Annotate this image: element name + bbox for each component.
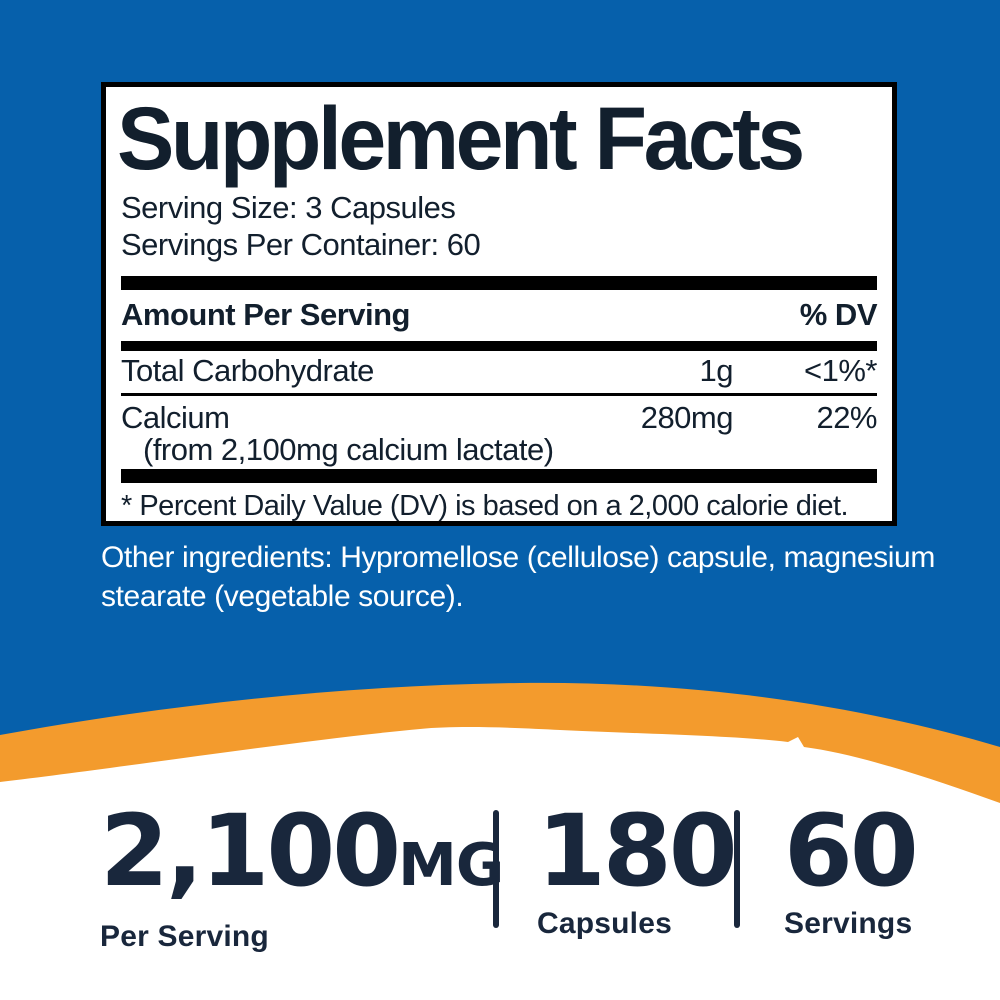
stat-servings: 60 Servings xyxy=(784,794,919,941)
stat-label: Per Serving xyxy=(100,920,269,953)
header-amount-per-serving: Amount Per Serving xyxy=(121,297,411,332)
stat-value-mg: 2,100MG xyxy=(100,802,504,911)
thin-divider xyxy=(121,393,877,396)
nutrient-dv: 22% xyxy=(816,400,877,435)
table-header-row: Amount Per Serving % DV xyxy=(121,290,878,341)
table-row-calcium: Calcium 280mg 22% xyxy=(121,396,878,435)
other-ingredients-line2: stearate (vegetable source). xyxy=(101,580,464,613)
stat-capsules: 180 Capsules xyxy=(537,794,738,941)
servings-per-container: Servings Per Container: 60 xyxy=(121,227,481,262)
nutrient-amount: 1g xyxy=(699,353,734,388)
supplement-facts-panel: Supplement Facts Serving Size: 3 Capsule… xyxy=(101,82,897,526)
white-dome-area xyxy=(0,727,1000,1000)
orange-swoosh-graphic xyxy=(0,600,1000,1000)
medium-divider xyxy=(121,341,877,351)
serving-size: Serving Size: 3 Capsules xyxy=(121,190,456,225)
dv-footnote: * Percent Daily Value (DV) is based on a… xyxy=(121,490,849,522)
thick-divider-bottom xyxy=(121,469,877,483)
stat-per-serving: 2,100MG Per Serving xyxy=(100,802,504,954)
header-percent-dv: % DV xyxy=(799,297,878,332)
stats-divider-1 xyxy=(493,810,499,928)
nutrient-name: Calcium xyxy=(121,400,230,435)
panel-title: Supplement Facts xyxy=(117,88,805,189)
nutrient-name: Total Carbohydrate xyxy=(121,353,374,388)
swoosh-svg xyxy=(0,600,1000,1000)
stat-number: 60 xyxy=(784,794,919,909)
stat-unit: MG xyxy=(398,830,504,899)
nutrient-amount: 280mg xyxy=(640,400,734,435)
nutrient-source-note: (from 2,100mg calcium lactate) xyxy=(143,432,554,467)
stat-number: 180 xyxy=(537,794,738,909)
stats-divider-2 xyxy=(734,810,740,928)
stat-label: Capsules xyxy=(537,907,672,940)
other-ingredients: Other ingredients: Hypromellose (cellulo… xyxy=(101,538,981,616)
stats-row: 2,100MG Per Serving 180 Capsules 60 Serv… xyxy=(0,800,1000,1000)
thick-divider-top xyxy=(121,276,877,290)
table-row-total-carbohydrate: Total Carbohydrate 1g <1%* xyxy=(121,351,878,393)
stat-number: 2,100 xyxy=(100,794,401,909)
nutrient-dv: <1%* xyxy=(804,353,877,388)
stat-label: Servings xyxy=(784,907,913,940)
other-ingredients-line1: Other ingredients: Hypromellose (cellulo… xyxy=(101,541,935,574)
